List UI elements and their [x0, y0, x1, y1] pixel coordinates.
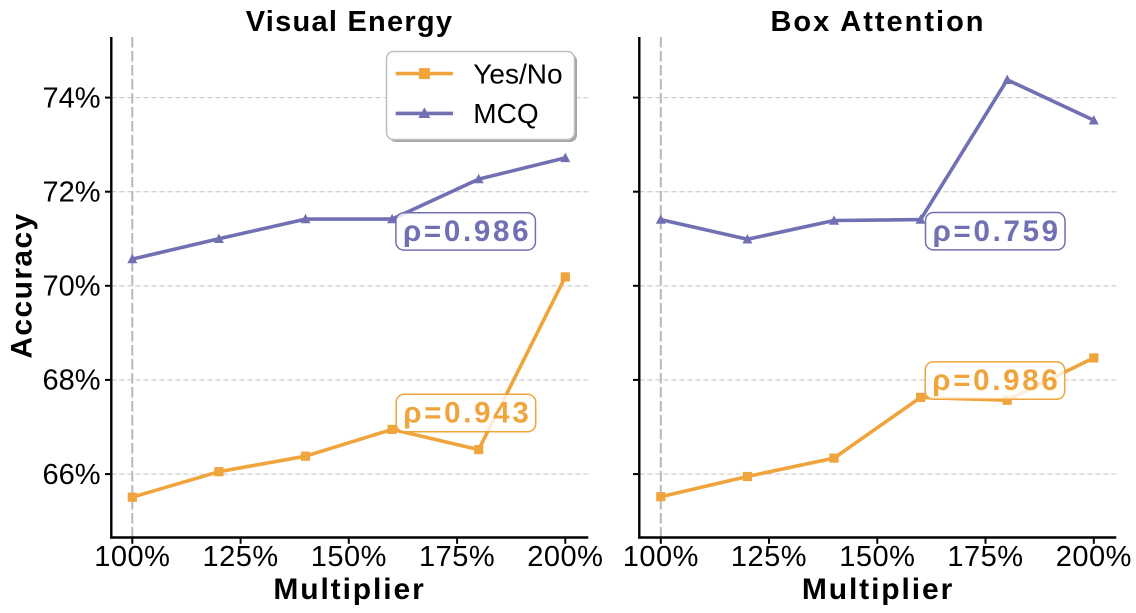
svg-text:125%: 125% — [203, 541, 279, 573]
svg-text:175%: 175% — [419, 541, 495, 573]
svg-text:66%: 66% — [42, 459, 100, 491]
svg-text:100%: 100% — [94, 541, 170, 573]
svg-text:ρ=0.943: ρ=0.943 — [403, 397, 531, 430]
svg-text:ρ=0.986: ρ=0.986 — [403, 215, 531, 248]
svg-text:150%: 150% — [311, 541, 387, 573]
svg-text:Accuracy: Accuracy — [6, 212, 39, 358]
svg-text:68%: 68% — [42, 365, 100, 397]
svg-text:Yes/No: Yes/No — [473, 58, 562, 89]
svg-text:Multiplier: Multiplier — [273, 573, 425, 606]
svg-text:70%: 70% — [42, 271, 100, 303]
svg-text:ρ=0.986: ρ=0.986 — [932, 364, 1060, 397]
svg-text:150%: 150% — [839, 541, 915, 573]
svg-text:200%: 200% — [527, 541, 603, 573]
svg-text:Box Attention: Box Attention — [770, 6, 985, 38]
svg-text:200%: 200% — [1056, 541, 1132, 573]
svg-text:74%: 74% — [42, 82, 100, 114]
svg-text:Multiplier: Multiplier — [802, 573, 954, 606]
svg-text:125%: 125% — [731, 541, 807, 573]
svg-text:MCQ: MCQ — [473, 98, 538, 129]
svg-text:175%: 175% — [947, 541, 1023, 573]
svg-text:Visual Energy: Visual Energy — [246, 6, 454, 38]
svg-text:100%: 100% — [623, 541, 699, 573]
svg-text:72%: 72% — [42, 176, 100, 208]
svg-text:ρ=0.759: ρ=0.759 — [933, 215, 1061, 248]
